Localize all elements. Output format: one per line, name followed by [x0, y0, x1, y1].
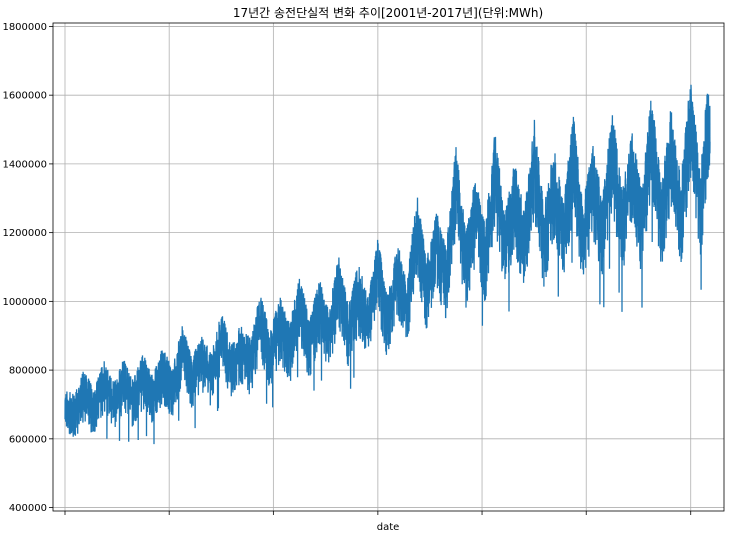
y-tick-label: 1800000 — [2, 22, 47, 33]
y-tick-label: 1000000 — [2, 297, 47, 308]
y-tick-label: 1200000 — [2, 228, 47, 239]
chart-title: 17년간 송전단실적 변화 추이[2001년-2017년](단위:MWh) — [233, 6, 543, 20]
data-series — [64, 84, 711, 445]
series-line — [64, 84, 711, 445]
axes: 400000 600000 800000 1000000 1200000 1400000 1… — [2, 22, 692, 515]
y-tick-label: 400000 — [9, 503, 47, 514]
x-axis-label: date — [377, 522, 400, 533]
plot-area — [52, 22, 725, 512]
y-tick-label: 800000 — [9, 366, 47, 377]
y-tick-label: 1600000 — [2, 91, 47, 102]
y-tick-label: 600000 — [9, 434, 47, 445]
y-tick-label: 1400000 — [2, 159, 47, 170]
